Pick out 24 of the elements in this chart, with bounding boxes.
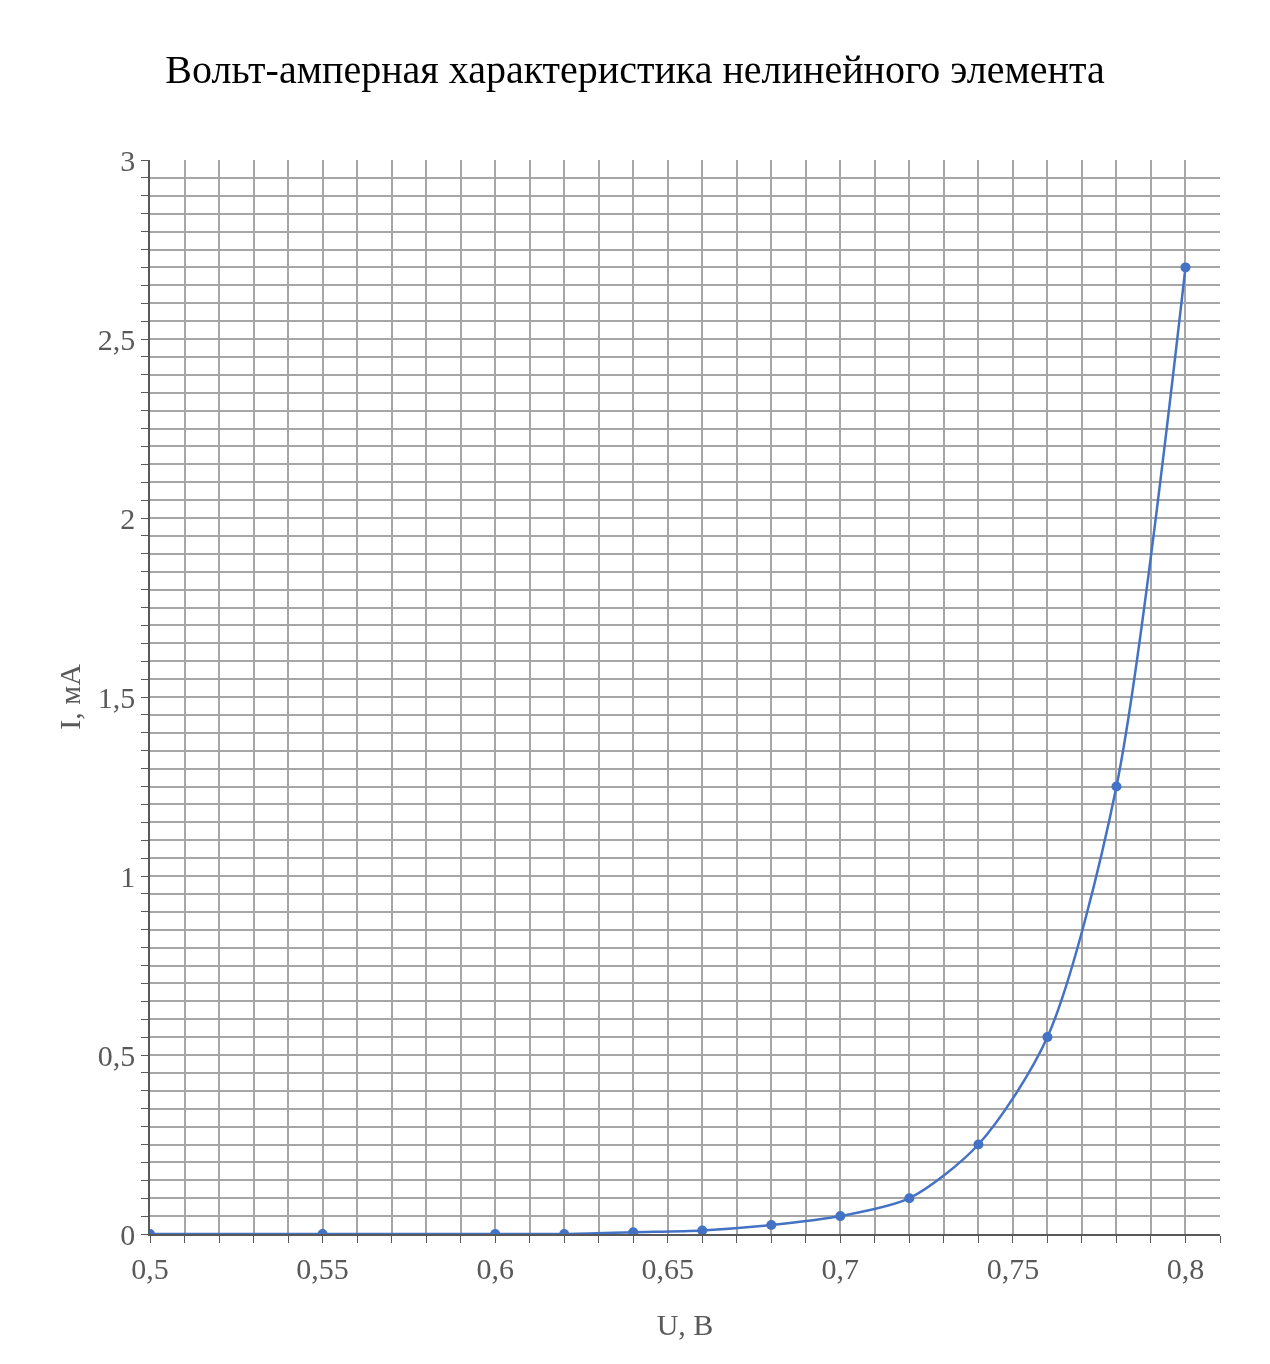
y-tick-label: 2 [120, 501, 136, 535]
x-tick-label: 0,65 [641, 1251, 694, 1285]
point [1042, 1032, 1053, 1043]
x-tick-label: 0,8 [1166, 1251, 1205, 1285]
x-tick-label: 0,6 [476, 1251, 514, 1285]
y-tick-label: 2,5 [97, 322, 136, 356]
y-tick-label: 0,5 [97, 1038, 136, 1072]
x-tick-label: 0,75 [986, 1251, 1040, 1285]
y-tick-label: 3 [120, 143, 136, 177]
x-axis-title: U, В [656, 1307, 714, 1341]
point [766, 1220, 777, 1231]
x-tick-label: 0,7 [821, 1251, 860, 1285]
point [904, 1193, 915, 1204]
point [835, 1211, 846, 1222]
chart-title: Вольт-амперная характеристика нелинейного элемента [165, 46, 1105, 92]
y-tick-label: 1 [120, 859, 136, 893]
point [973, 1139, 984, 1150]
point [1111, 781, 1122, 792]
y-axis-title: I, мА [52, 663, 86, 730]
y-tick-label: 0 [120, 1217, 136, 1251]
x-tick-label: 0,55 [296, 1251, 349, 1285]
point [1180, 262, 1191, 273]
point [697, 1225, 708, 1234]
y-tick-label: 1,5 [97, 680, 136, 714]
